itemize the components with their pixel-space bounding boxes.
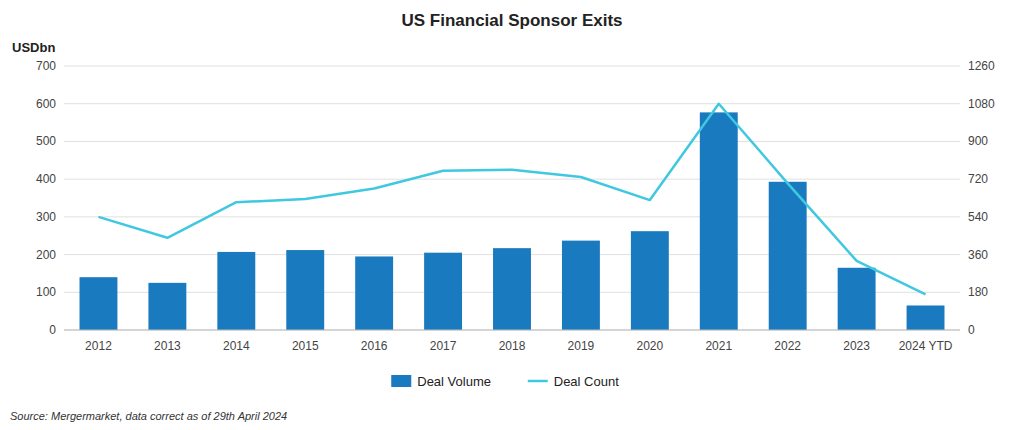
x-tick-label: 2022 — [774, 339, 801, 353]
legend-label: Deal Count — [554, 374, 619, 389]
x-tick-label: 2023 — [843, 339, 870, 353]
y-axis-label: USDbn — [12, 40, 55, 55]
x-axis-line — [64, 330, 960, 331]
y2-tick-label: 900 — [968, 134, 988, 148]
y2-tick-label: 540 — [968, 210, 988, 224]
x-tick-label: 2016 — [361, 339, 388, 353]
bar — [769, 182, 807, 330]
x-tick-label: 2017 — [430, 339, 457, 353]
line — [98, 104, 925, 295]
x-tick-label: 2018 — [499, 339, 526, 353]
grid-line — [64, 141, 960, 142]
bar — [424, 253, 462, 330]
x-tick-label: 2020 — [636, 339, 663, 353]
y-tick-label: 300 — [36, 210, 56, 224]
x-tick-label: 2021 — [705, 339, 732, 353]
grid-line — [64, 103, 960, 104]
y-tick-label: 0 — [49, 323, 56, 337]
grid-line — [64, 66, 960, 67]
x-tick-label: 2015 — [292, 339, 319, 353]
x-tick-label: 2014 — [223, 339, 250, 353]
y-tick-label: 700 — [36, 59, 56, 73]
y2-tick-label: 1080 — [968, 97, 995, 111]
x-tick-label: 2019 — [568, 339, 595, 353]
marks — [80, 104, 945, 330]
y2-tick-label: 180 — [968, 285, 988, 299]
bar — [493, 248, 531, 330]
legend-swatch — [391, 375, 411, 387]
y-tick-label: 500 — [36, 134, 56, 148]
grid-line — [64, 330, 960, 331]
chart-container: US Financial Sponsor Exits USDbn 0 100 200 30… — [0, 0, 1024, 430]
y2-tick-label: 360 — [968, 248, 988, 262]
bar — [700, 112, 738, 330]
y-tick-label: 100 — [36, 285, 56, 299]
title: US Financial Sponsor Exits — [401, 11, 622, 30]
source-note: Source: Mergermarket, data correct as of… — [10, 410, 287, 422]
bar — [217, 252, 255, 330]
legend-swatch — [528, 380, 548, 383]
bar — [148, 283, 186, 330]
bar — [562, 241, 600, 330]
x-tick-label: 2013 — [154, 339, 181, 353]
y2-tick-label: 0 — [968, 323, 975, 337]
y-tick-label: 200 — [36, 248, 56, 262]
x-tick-label: 2024 YTD — [899, 339, 953, 353]
legend-label: Deal Volume — [417, 374, 491, 389]
y2-tick-label: 720 — [968, 172, 988, 186]
bar — [80, 277, 118, 330]
grid-line — [64, 179, 960, 180]
legend: Deal Volume Deal Count — [391, 374, 619, 389]
grid-line — [64, 216, 960, 217]
y-tick-label: 600 — [36, 97, 56, 111]
y2-tick-label: 1260 — [968, 59, 995, 73]
bar — [286, 250, 324, 330]
bar — [631, 231, 669, 330]
grid — [64, 66, 960, 330]
bar — [907, 305, 945, 330]
chart: US Financial Sponsor Exits USDbn 0 100 200 30… — [0, 0, 1024, 430]
bar — [838, 268, 876, 330]
x-tick-label: 2012 — [85, 339, 112, 353]
bar — [355, 256, 393, 330]
y-tick-label: 400 — [36, 172, 56, 186]
